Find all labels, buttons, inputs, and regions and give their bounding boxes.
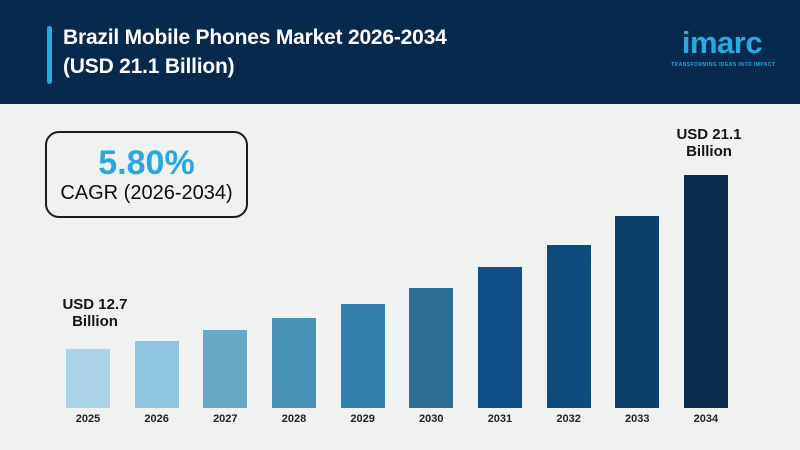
first-bar-value-line-2: Billion <box>72 313 118 330</box>
first-bar-value-label: USD 12.7 Billion <box>40 296 150 330</box>
bar-column-2025: 2025 <box>66 175 110 425</box>
bar-column-2030: 2030 <box>409 175 454 425</box>
title-accent-bar <box>47 26 52 84</box>
x-axis-label-2029: 2029 <box>350 413 375 425</box>
bar-column-2033: 2033 <box>615 175 660 425</box>
bar-column-2026: 2026 <box>134 175 179 425</box>
bar-column-2032: 2032 <box>546 175 591 425</box>
cagr-label: CAGR (2026-2034) <box>60 181 233 204</box>
first-bar-value-line-1: USD 12.7 <box>62 296 128 313</box>
bar-2029 <box>340 304 385 408</box>
bar-2030 <box>409 288 454 408</box>
x-axis-label-2033: 2033 <box>625 413 650 425</box>
bar-2033 <box>615 216 660 408</box>
x-axis-label-2027: 2027 <box>213 413 238 425</box>
bar-column-2031: 2031 <box>477 175 522 425</box>
x-axis-label-2025: 2025 <box>75 413 101 425</box>
bar-column-2028: 2028 <box>271 175 316 425</box>
x-axis-label-2030: 2030 <box>419 413 444 425</box>
bar-2026 <box>134 341 179 408</box>
page-title-line-2: (USD 21.1 Billion) <box>63 55 235 78</box>
bar-2031 <box>477 267 522 408</box>
bar-column-2029: 2029 <box>340 175 385 425</box>
x-axis-label-2026: 2026 <box>144 413 169 425</box>
cagr-value: 5.80% <box>98 143 195 182</box>
bar-2034 <box>683 175 728 408</box>
bar-2028 <box>271 318 316 408</box>
bar-column-2034: 2034 <box>683 175 728 425</box>
x-axis-label-2031: 2031 <box>487 413 513 425</box>
bar-2027 <box>203 330 248 408</box>
last-bar-value-line-2: Billion <box>686 143 732 160</box>
imarc-logo-tagline: TRANSFORMING IDEAS INTO IMPACT <box>671 62 776 68</box>
x-axis-label-2034: 2034 <box>693 413 719 425</box>
bar-2025 <box>66 349 110 408</box>
x-axis-label-2032: 2032 <box>556 413 581 425</box>
last-bar-value-label: USD 21.1 Billion <box>654 126 764 160</box>
cagr-callout: 5.80% CAGR (2026-2034) <box>45 131 248 218</box>
last-bar-value-line-1: USD 21.1 <box>676 126 742 143</box>
bar-2032 <box>546 245 591 408</box>
bar-chart: 2025 2026 2027 2028 2029 2030 2031 2032 2033 2034 <box>66 175 728 425</box>
header: Brazil Mobile Phones Market 2026-2034 (U… <box>0 0 800 104</box>
bar-column-2027: 2027 <box>203 175 248 425</box>
page-title-line-1: Brazil Mobile Phones Market 2026-2034 <box>63 26 447 49</box>
x-axis-label-2028: 2028 <box>281 413 307 425</box>
page-title: Brazil Mobile Phones Market 2026-2034 (U… <box>63 23 447 81</box>
imarc-logo-wordmark: imarc <box>681 25 763 60</box>
imarc-logo: imarc TRANSFORMING IDEAS INTO IMPACT <box>671 25 776 69</box>
